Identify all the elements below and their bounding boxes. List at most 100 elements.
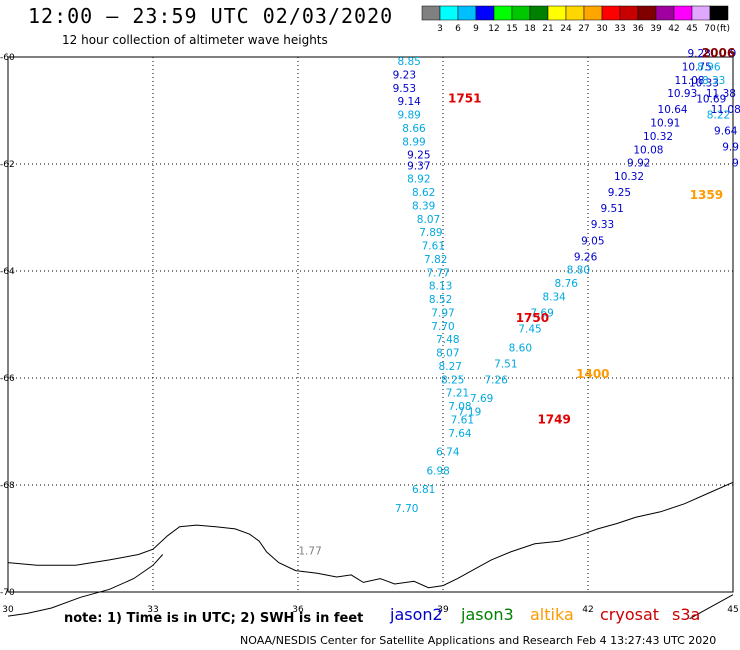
wave-height-label: 10.75	[682, 61, 712, 73]
wave-height-label: 10.64	[658, 104, 688, 116]
wave-height-label: 9	[730, 48, 737, 60]
y-tick-label: -60	[0, 53, 15, 63]
colorbar-swatch	[475, 5, 495, 21]
wave-height-label: 8.39	[412, 200, 435, 212]
wave-height-label: 7.61	[422, 241, 445, 253]
wave-height-label: 7.61	[451, 414, 474, 426]
colorbar-label: 15	[506, 24, 517, 34]
wave-height-label: 9.05	[581, 235, 604, 247]
wave-height-label: 10.93	[667, 88, 697, 100]
colorbar-label: 45	[686, 24, 697, 34]
y-tick-label: -62	[0, 160, 15, 170]
wave-height-label: 7.97	[431, 307, 454, 319]
colorbar-swatch	[439, 5, 459, 21]
colorbar-unit: (ft)	[716, 24, 730, 34]
colorbar-swatch	[673, 5, 693, 21]
wave-height-label: 10.33	[689, 77, 719, 89]
chart-subtitle: 12 hour collection of altimeter wave hei…	[62, 33, 328, 47]
satellite-legend-altika: altika	[530, 605, 574, 624]
wave-height-label: 7.82	[424, 254, 447, 266]
wave-height-label: 9.25	[608, 187, 631, 199]
satellite-legend-jason3: jason3	[461, 605, 514, 624]
colorbar-label: 42	[668, 24, 679, 34]
wave-height-label: 9.23	[393, 69, 416, 81]
wave-height-label: 8.85	[397, 56, 420, 68]
time-label: 2006	[702, 46, 735, 60]
wave-height-label: 9.37	[407, 160, 430, 172]
wave-height-label: 6.74	[436, 447, 460, 459]
footer-note: note: 1) Time is in UTC; 2) SWH is in fe…	[64, 611, 364, 626]
time-label: 1359	[690, 188, 723, 202]
x-tick-label: 45	[727, 605, 738, 615]
colorbar-label: 6	[455, 24, 461, 34]
colorbar-swatch	[457, 5, 477, 21]
colorbar-swatch	[547, 5, 567, 21]
wave-height-label: 7.48	[436, 334, 459, 346]
credit-line: NOAA/NESDIS Center for Satellite Applica…	[240, 634, 717, 647]
wave-height-label: 10.69	[696, 93, 726, 105]
wave-height-label: 7.89	[419, 227, 442, 239]
time-label: 1751	[448, 91, 481, 105]
coastline	[7, 481, 734, 620]
wave-height-label: 8.33	[702, 75, 725, 87]
colorbar-label: 12	[488, 24, 499, 34]
colorbar-swatch	[421, 5, 441, 21]
wave-height-label: 8.07	[436, 348, 459, 360]
y-tick-label: -64	[0, 267, 15, 277]
wave-height-label: 7.70	[431, 321, 454, 333]
wave-height-label: 7.21	[446, 388, 469, 400]
y-tick-label: -66	[0, 374, 15, 384]
colorbar-label: 24	[560, 24, 572, 34]
wave-height-label: 9.14	[397, 96, 421, 108]
wave-height-label: 9.28	[687, 48, 710, 60]
wave-height-label: 8.76	[555, 278, 579, 290]
wave-height-label: 9.9	[722, 142, 739, 154]
wave-height-label: 8.96	[697, 61, 721, 73]
wave-height-label: 8.13	[429, 281, 452, 293]
colorbar-swatch	[709, 5, 729, 21]
plot-border	[7, 56, 734, 593]
wave-height-label: 10.08	[633, 144, 663, 156]
colorbar-swatch	[583, 5, 603, 21]
coastline-main	[7, 481, 734, 589]
wave-height-label: 10.32	[643, 131, 673, 143]
colorbar-label: 30	[596, 24, 608, 34]
colorbar-swatch	[511, 5, 531, 21]
wave-height-label: 7.70	[395, 503, 418, 515]
colorbar-swatch	[655, 5, 675, 21]
time-label: 1750	[516, 311, 549, 325]
wave-height-label: 7.51	[494, 358, 517, 370]
colorbar-swatch	[637, 5, 657, 21]
y-tick-label: -70	[0, 588, 15, 598]
colorbar-label: 27	[578, 24, 589, 34]
wave-height-label: 8.62	[412, 187, 435, 199]
wave-height-label: 11.38	[706, 88, 736, 100]
wave-height-label: 8.92	[407, 174, 430, 186]
colorbar-swatch	[601, 5, 621, 21]
wave-height-label: 10.32	[614, 171, 644, 183]
wave-height-label: 6.98	[426, 465, 449, 477]
chart-title: 12:00 – 23:59 UTC 02/03/2020	[28, 4, 394, 28]
colorbar-label: 18	[524, 24, 536, 34]
wave-height-label: 8.07	[417, 214, 440, 226]
wave-height-label: 9.51	[600, 203, 623, 215]
wave-height-label: 7.69	[470, 393, 493, 405]
wave-height-label: 8.99	[402, 136, 425, 148]
wave-height-label: 8.52	[429, 294, 452, 306]
wave-height-label: 6.81	[412, 484, 435, 496]
wave-height-label: 8.60	[509, 342, 532, 354]
x-tick-label: 39	[437, 605, 449, 615]
wave-height-label: 8.27	[439, 361, 462, 373]
colorbar-label: 36	[632, 24, 644, 34]
x-tick-label: 33	[147, 605, 158, 615]
wave-height-points: 8.859.239.539.149.898.668.999.259.378.92…	[298, 48, 740, 558]
wave-height-label: 11.08	[711, 104, 740, 116]
time-label: 1400	[576, 367, 609, 381]
wave-height-label: 7.08	[448, 401, 471, 413]
colorbar-swatch	[619, 5, 639, 21]
wave-height-label: 9	[732, 158, 739, 170]
wave-height-label: 8.34	[542, 291, 566, 303]
x-tick-label: 42	[582, 605, 593, 615]
wave-height-label: 11.08	[674, 75, 704, 87]
colorbar-swatch	[565, 5, 585, 21]
